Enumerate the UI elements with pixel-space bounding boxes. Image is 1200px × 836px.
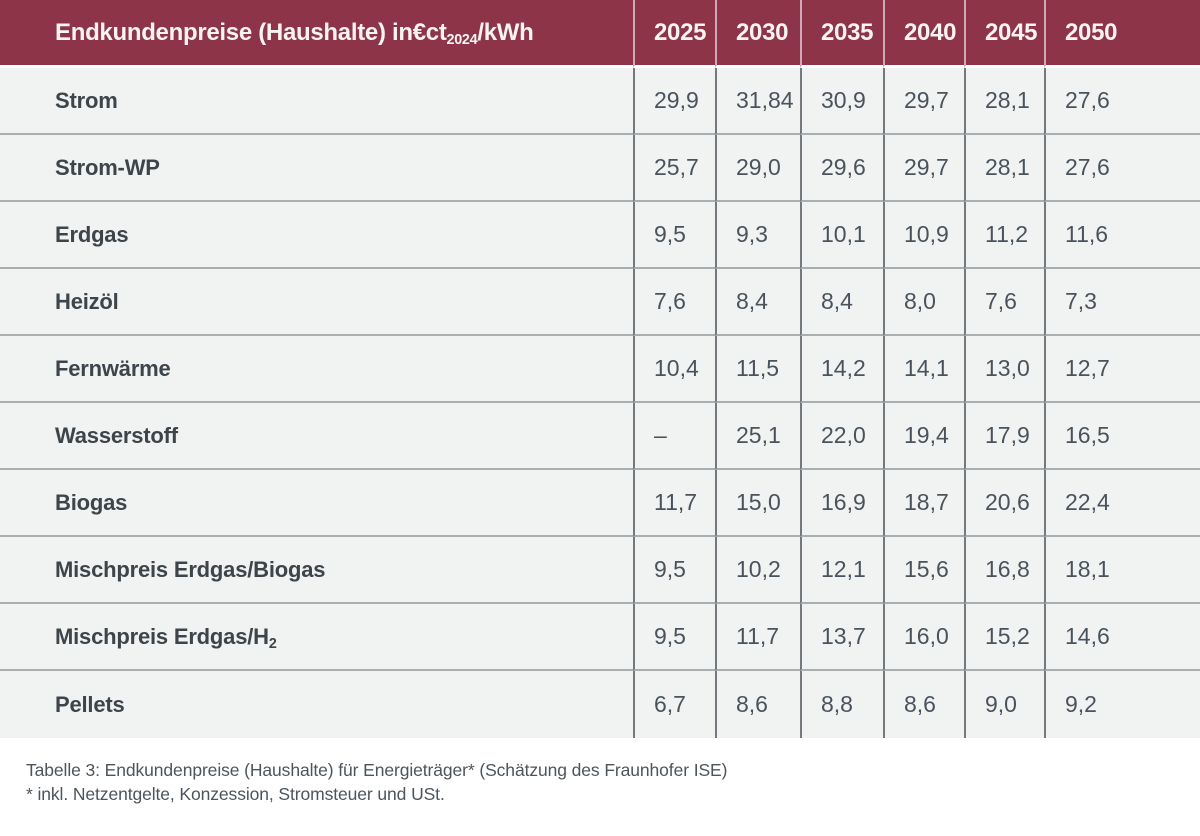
value-cell: 18,1 (1044, 537, 1200, 604)
year-header-2040: 2040 (883, 0, 964, 68)
value-cell: 17,9 (964, 403, 1044, 470)
value-cell: 8,0 (883, 269, 964, 336)
value-cell: 11,7 (633, 470, 715, 537)
row-label: Mischpreis Erdgas/H2 (0, 604, 633, 671)
value-cell: 10,1 (800, 202, 883, 269)
value-cell: 13,0 (964, 336, 1044, 403)
table-row: Strom-WP 25,7 29,0 29,6 29,7 28,1 27,6 (0, 135, 1200, 202)
value-cell: 8,4 (800, 269, 883, 336)
row-label: Heizöl (0, 269, 633, 336)
value-cell: 28,1 (964, 135, 1044, 202)
value-cell: 28,1 (964, 68, 1044, 135)
row-label: Strom-WP (0, 135, 633, 202)
value-cell: 7,3 (1044, 269, 1200, 336)
table-row: Erdgas 9,5 9,3 10,1 10,9 11,2 11,6 (0, 202, 1200, 269)
year-header-2025: 2025 (633, 0, 715, 68)
value-cell: 11,2 (964, 202, 1044, 269)
value-cell: 29,9 (633, 68, 715, 135)
value-cell: 12,7 (1044, 336, 1200, 403)
value-cell: 9,5 (633, 604, 715, 671)
value-cell: 29,7 (883, 68, 964, 135)
header-row: Endkundenpreise (Haushalte) in€ct2024/kW… (0, 0, 1200, 68)
value-cell: 9,5 (633, 202, 715, 269)
value-cell: 30,9 (800, 68, 883, 135)
row-label: Fernwärme (0, 336, 633, 403)
value-cell: 29,6 (800, 135, 883, 202)
year-header-2035: 2035 (800, 0, 883, 68)
value-cell: 7,6 (633, 269, 715, 336)
value-cell: 22,4 (1044, 470, 1200, 537)
year-header-2045: 2045 (964, 0, 1044, 68)
caption-line-2: * inkl. Netzentgelte, Konzession, Stroms… (26, 784, 445, 804)
value-cell: 25,7 (633, 135, 715, 202)
value-cell: 14,1 (883, 336, 964, 403)
table-row: Heizöl 7,6 8,4 8,4 8,0 7,6 7,3 (0, 269, 1200, 336)
row-label: Erdgas (0, 202, 633, 269)
caption-line-1: Tabelle 3: Endkundenpreise (Haushalte) f… (26, 760, 728, 780)
row-label-subscript: 2 (268, 635, 277, 652)
table-title-suffix: /kWh (477, 18, 534, 46)
value-cell: 10,2 (715, 537, 800, 604)
table-title: Endkundenpreise (Haushalte) in€ct2024/kW… (0, 0, 633, 68)
table-title-subscript: 2024 (446, 31, 478, 48)
value-cell: 16,9 (800, 470, 883, 537)
table-caption: Tabelle 3: Endkundenpreise (Haushalte) f… (26, 758, 1200, 806)
value-cell: 16,8 (964, 537, 1044, 604)
value-cell: 11,6 (1044, 202, 1200, 269)
value-cell: 12,1 (800, 537, 883, 604)
value-cell: 11,5 (715, 336, 800, 403)
value-cell: 6,7 (633, 671, 715, 738)
row-label: Wasserstoff (0, 403, 633, 470)
value-cell: 15,0 (715, 470, 800, 537)
row-label: Strom (0, 68, 633, 135)
value-cell: 14,6 (1044, 604, 1200, 671)
value-cell: 13,7 (800, 604, 883, 671)
value-cell: 29,0 (715, 135, 800, 202)
value-cell: 27,6 (1044, 68, 1200, 135)
value-cell: 8,6 (715, 671, 800, 738)
value-cell: 15,2 (964, 604, 1044, 671)
value-cell: 31,84 (715, 68, 800, 135)
value-cell: 19,4 (883, 403, 964, 470)
value-cell: 8,6 (883, 671, 964, 738)
table-row: Mischpreis Erdgas/H2 9,5 11,7 13,7 16,0 15,2 1… (0, 604, 1200, 671)
value-cell: 10,4 (633, 336, 715, 403)
value-cell: 9,3 (715, 202, 800, 269)
value-cell: 8,8 (800, 671, 883, 738)
table-title-prefix: Endkundenpreise (Haushalte) in€ct (55, 18, 447, 46)
value-cell: 15,6 (883, 537, 964, 604)
value-cell: 14,2 (800, 336, 883, 403)
table-row: Mischpreis Erdgas/Biogas 9,5 10,2 12,1 15,6 1… (0, 537, 1200, 604)
row-label: Mischpreis Erdgas/Biogas (0, 537, 633, 604)
value-cell: 8,4 (715, 269, 800, 336)
table-row: Biogas 11,7 15,0 16,9 18,7 20,6 22,4 (0, 470, 1200, 537)
value-cell: 27,6 (1044, 135, 1200, 202)
energy-price-table: Endkundenpreise (Haushalte) in€ct2024/kW… (0, 0, 1200, 738)
value-cell: 7,6 (964, 269, 1044, 336)
value-cell: 16,5 (1044, 403, 1200, 470)
year-header-2030: 2030 (715, 0, 800, 68)
value-cell: 25,1 (715, 403, 800, 470)
value-cell: 9,2 (1044, 671, 1200, 738)
value-cell: 20,6 (964, 470, 1044, 537)
table-row: Wasserstoff –25,1 22,0 19,4 17,9 16,5 (0, 403, 1200, 470)
row-label: Biogas (0, 470, 633, 537)
table-row: Pellets 6,7 8,6 8,8 8,6 9,0 9,2 (0, 671, 1200, 738)
year-header-2050: 2050 (1044, 0, 1200, 68)
value-cell: – (633, 403, 715, 470)
value-cell: 16,0 (883, 604, 964, 671)
table-body: Strom 29,9 31,84 30,9 29,7 28,1 27,6 Strom-WP 25… (0, 68, 1200, 738)
value-cell: 9,0 (964, 671, 1044, 738)
table-row: Strom 29,9 31,84 30,9 29,7 28,1 27,6 (0, 68, 1200, 135)
value-cell: 29,7 (883, 135, 964, 202)
value-cell: 18,7 (883, 470, 964, 537)
value-cell: 9,5 (633, 537, 715, 604)
value-cell: 22,0 (800, 403, 883, 470)
table-row: Fernwärme 10,4 11,5 14,2 14,1 13,0 12,7 (0, 336, 1200, 403)
row-label: Pellets (0, 671, 633, 738)
value-cell: 10,9 (883, 202, 964, 269)
value-cell: 11,7 (715, 604, 800, 671)
